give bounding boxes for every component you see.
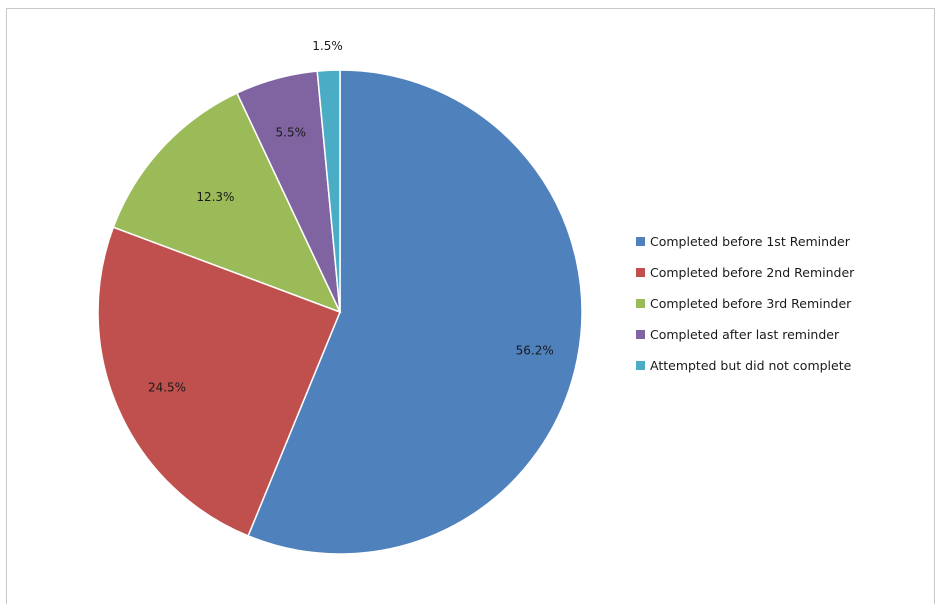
legend-swatch [636, 330, 645, 339]
legend-label: Completed after last reminder [650, 327, 840, 342]
slice-2nd-reminder [97, 226, 341, 537]
legend-swatch [636, 361, 645, 370]
legend: Completed before 1st Reminder Completed … [636, 226, 854, 381]
pie-slices [97, 69, 583, 555]
legend-swatch [636, 268, 645, 277]
legend-label: Completed before 2nd Reminder [650, 265, 855, 280]
legend-label: Completed before 3rd Reminder [650, 296, 852, 311]
slice-1st-reminder [247, 69, 583, 555]
label-2nd-reminder: 24.5% [148, 381, 186, 395]
label-did-not-complete: 1.5% [312, 39, 343, 53]
slice-3rd-reminder [112, 92, 342, 314]
pie-data-labels: 56.2% 24.5% 12.3% 5.5% 1.5% [148, 39, 554, 394]
label-after-last-reminder: 5.5% [276, 125, 307, 139]
label-3rd-reminder: 12.3% [196, 190, 234, 204]
legend-item-2nd-reminder: Completed before 2nd Reminder [636, 257, 854, 288]
legend-swatch [636, 299, 645, 308]
slice-did-not-complete [316, 69, 341, 313]
legend-item-1st-reminder: Completed before 1st Reminder [636, 226, 854, 257]
legend-label: Completed before 1st Reminder [650, 234, 850, 249]
legend-swatch [636, 237, 645, 246]
legend-item-did-not-complete: Attempted but did not complete [636, 350, 854, 381]
label-1st-reminder: 56.2% [516, 343, 554, 357]
legend-label: Attempted but did not complete [650, 358, 852, 373]
legend-item-after-last-reminder: Completed after last reminder [636, 319, 854, 350]
legend-item-3rd-reminder: Completed before 3rd Reminder [636, 288, 854, 319]
